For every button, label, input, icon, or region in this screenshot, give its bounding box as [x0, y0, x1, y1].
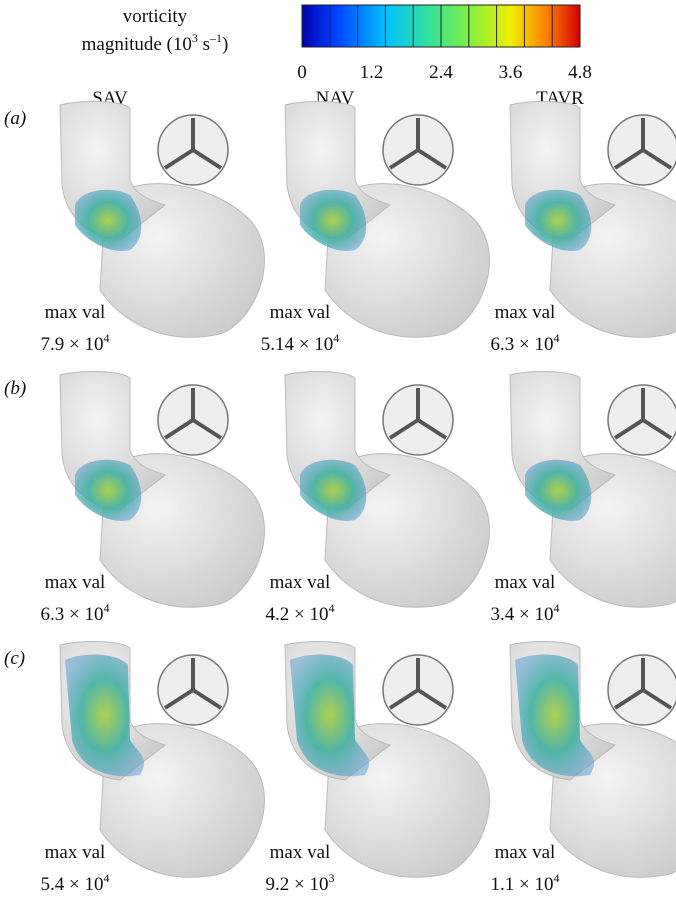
- legend-title-text: s: [198, 34, 210, 55]
- legend-title: vorticity: [123, 6, 188, 27]
- max-value-exponent: 4: [103, 871, 109, 885]
- max-caption: max val: [45, 302, 106, 323]
- colorbar-tick-label: 2.4: [429, 62, 453, 83]
- vortex: [300, 460, 366, 521]
- colorbar-tick-label: 1.2: [360, 62, 384, 83]
- max-value-text: 6.3 × 10: [491, 334, 554, 355]
- max-value-text: 9.2 × 10: [266, 874, 329, 895]
- page: vorticity magnitude (103 s–1) SAVNAVTAVR…: [0, 0, 676, 909]
- max-value-text: 4.2 × 10: [266, 604, 329, 625]
- max-caption: max val: [495, 572, 556, 593]
- max-value: 3.4 × 104: [491, 601, 560, 625]
- max-caption: max val: [270, 572, 331, 593]
- max-caption: max val: [495, 302, 556, 323]
- colorbar-tick-label: 0: [297, 62, 307, 83]
- max-value: 5.14 × 104: [261, 331, 339, 355]
- max-value-exponent: 3: [328, 871, 334, 885]
- colorbar-tick-label: 4.8: [568, 62, 592, 83]
- legend-title-sup: –1: [209, 31, 222, 45]
- max-caption: max val: [270, 302, 331, 323]
- max-value: 7.9 × 104: [41, 331, 110, 355]
- max-value-exponent: 4: [328, 601, 334, 615]
- vortex: [300, 190, 366, 251]
- max-value: 5.4 × 104: [41, 871, 110, 895]
- max-value-exponent: 4: [103, 331, 109, 345]
- max-value: 1.1 × 104: [491, 871, 560, 895]
- max-value-text: 6.3 × 10: [41, 604, 104, 625]
- max-caption: max val: [45, 842, 106, 863]
- max-value-text: 1.1 × 10: [491, 874, 554, 895]
- max-value-exponent: 4: [553, 601, 559, 615]
- max-value-text: 7.9 × 10: [41, 334, 104, 355]
- max-caption: max val: [495, 842, 556, 863]
- figure: vorticity magnitude (103 s–1) SAVNAVTAVR…: [0, 0, 676, 904]
- max-value: 4.2 × 104: [266, 601, 335, 625]
- vortex: [75, 190, 141, 251]
- max-value: 9.2 × 103: [266, 871, 335, 895]
- panel-label: (a): [4, 108, 26, 129]
- panel-label: (c): [4, 648, 25, 669]
- vortex: [525, 190, 591, 251]
- colorbar-tick-label: 3.6: [499, 62, 523, 83]
- legend-title-text: ): [222, 34, 228, 55]
- max-value: 6.3 × 104: [491, 331, 560, 355]
- max-value-exponent: 4: [553, 331, 559, 345]
- max-value-text: 5.14 × 10: [261, 334, 333, 355]
- vortex: [525, 460, 591, 521]
- max-value-exponent: 4: [333, 331, 339, 345]
- max-caption: max val: [270, 842, 331, 863]
- max-value-text: 5.4 × 10: [41, 874, 104, 895]
- vortex: [75, 460, 141, 521]
- max-value: 6.3 × 104: [41, 601, 110, 625]
- max-caption: max val: [45, 572, 106, 593]
- panel-label: (b): [4, 378, 26, 399]
- max-value-text: 3.4 × 10: [491, 604, 554, 625]
- legend-title-text: magnitude (10: [82, 34, 192, 55]
- max-value-exponent: 4: [553, 871, 559, 885]
- max-value-exponent: 4: [103, 601, 109, 615]
- legend-title: magnitude (103 s–1): [82, 31, 229, 55]
